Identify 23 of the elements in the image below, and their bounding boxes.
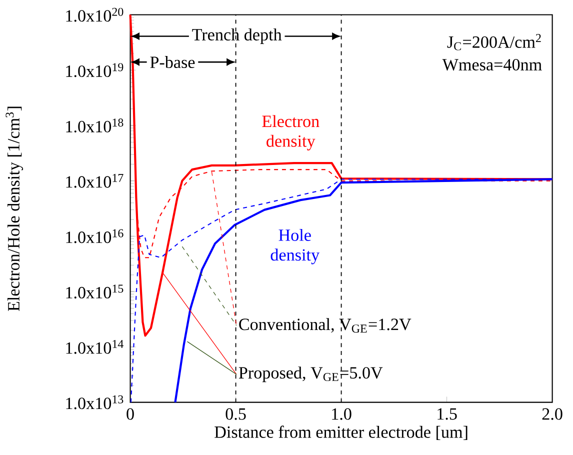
x-tick-label: 1.5 — [438, 408, 457, 420]
annotation: Wmesa=40nm — [442, 59, 542, 71]
annotation: J$_{C}$=200A/cm$^{2}$ — [447, 34, 541, 51]
y-tick-label: 1.0x10$^{14}$ — [66, 340, 124, 354]
annotation: P-base — [150, 56, 195, 68]
x-tick-label: 0.5 — [226, 408, 246, 420]
y-tick-label: 1.0x10$^{15}$ — [66, 284, 124, 299]
y-tick-label: 1.0x10$^{13}$ — [66, 396, 124, 410]
x-tick-label: 0 — [126, 408, 134, 420]
y-tick-label: 1.0x10$^{16}$ — [66, 229, 124, 244]
annotation: Conventional, V$_{GE}$=1.2V — [239, 318, 412, 333]
x-tick-label: 1.0 — [332, 408, 352, 420]
annotation: Trench depth — [192, 28, 282, 44]
annotation: Hole density — [270, 229, 320, 264]
x-axis-title: Distance from emitter electrode [um] — [214, 426, 468, 440]
y-tick-label: 1.0x10$^{18}$ — [66, 118, 124, 133]
annotation: Proposed, V$_{GE}$=5.0V — [238, 366, 383, 382]
x-tick-label: 2.0 — [542, 408, 562, 420]
annotation: Electron density — [262, 115, 320, 151]
y-tick-label: 1.0x10$^{17}$ — [66, 174, 124, 188]
y-tick-label: 1.0x10$^{19}$ — [66, 63, 124, 78]
y-tick-label: 1.0x10$^{20}$ — [66, 8, 124, 22]
y-axis-title: Electron/Hole density [1/cm$^{3}$] — [6, 107, 24, 312]
